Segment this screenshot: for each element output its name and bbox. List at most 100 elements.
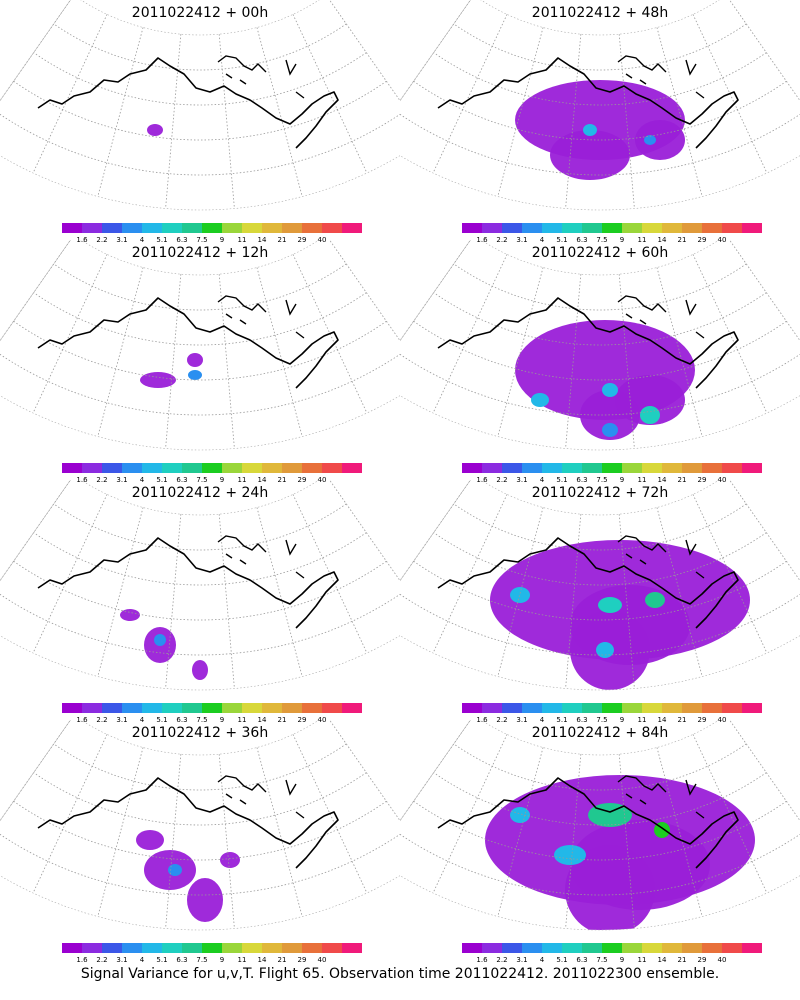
latitude-line [453, 503, 747, 551]
colorbar-swatch [562, 943, 582, 953]
colorbar-swatch [202, 943, 222, 953]
colorbar-swatch [462, 463, 482, 473]
colorbar-tick-label: 11 [637, 956, 647, 964]
latitude-line [0, 113, 400, 176]
colorbar-tick-label: 11 [237, 716, 247, 724]
colorbar-labels: 1.6 2.2 3.1 4 5.1 6.3 7.5 9 11 14 21 29 40 [62, 956, 362, 966]
longitude-line [565, 34, 582, 209]
longitude-line [0, 240, 71, 342]
latitude-line [433, 292, 767, 346]
colorbar-swatch [622, 703, 642, 713]
colorbar-swatch [222, 943, 242, 953]
colorbar-swatch [282, 463, 302, 473]
colorbar-swatch [82, 943, 102, 953]
variance-region [570, 585, 690, 665]
variance-peak [645, 592, 665, 608]
colorbar-swatch [322, 943, 342, 953]
longitude-line [165, 754, 182, 929]
islands-outline [217, 295, 305, 339]
colorbar-swatch [682, 463, 702, 473]
colorbar-swatch [542, 223, 562, 233]
colorbar-tick-label: 3.1 [516, 476, 528, 484]
colorbar-swatch [702, 703, 722, 713]
longitude-line [32, 14, 108, 174]
colorbar-swatch [482, 703, 502, 713]
colorbar-swatch [702, 463, 722, 473]
colorbar-swatch [322, 223, 342, 233]
longitude-line [565, 754, 582, 929]
colorbar [462, 943, 762, 955]
colorbar-tick-label: 9 [619, 476, 625, 484]
colorbar-tick-label: 11 [637, 236, 647, 244]
latitude-line [413, 80, 787, 141]
longitude-line [97, 507, 144, 677]
colorbar-tick-label: 2.2 [96, 236, 108, 244]
colorbar-swatch [142, 943, 162, 953]
colorbar-tick-label: 6.3 [576, 956, 588, 964]
longitude-line [432, 254, 508, 414]
map-border [0, 240, 400, 451]
colorbar-swatch [542, 943, 562, 953]
map-border [0, 480, 400, 691]
colorbar-tick-label: 1.6 [76, 476, 88, 484]
longitude-line [656, 267, 703, 437]
longitude-line [256, 27, 303, 197]
colorbar-tick-label: 1.6 [476, 476, 488, 484]
colorbar-tick-label: 11 [237, 956, 247, 964]
colorbar-swatch [662, 703, 682, 713]
latitude-line [453, 263, 747, 311]
colorbar-swatch [142, 223, 162, 233]
coastline [37, 297, 339, 389]
colorbar-tick-label: 6.3 [176, 716, 188, 724]
latitude-line [53, 503, 347, 551]
colorbar-tick-label: 9 [619, 716, 625, 724]
colorbar-swatch [742, 463, 762, 473]
colorbar-tick-label: 9 [219, 236, 225, 244]
colorbar-tick-label: 3.1 [116, 716, 128, 724]
colorbar-tick-label: 2.2 [496, 956, 508, 964]
islands-outline [617, 55, 705, 99]
variance-region [136, 830, 164, 850]
longitude-line [32, 494, 108, 654]
variance-peak [168, 864, 182, 876]
colorbar-swatch [222, 703, 242, 713]
colorbar-tick-label: 4 [539, 716, 545, 724]
colorbar-swatch [622, 223, 642, 233]
colorbar-tick-label: 40 [317, 476, 327, 484]
colorbar-swatch [262, 223, 282, 233]
colorbar-tick-label: 1.6 [76, 956, 88, 964]
colorbar-swatch [562, 463, 582, 473]
colorbar-swatch [702, 943, 722, 953]
colorbar-tick-label: 40 [317, 716, 327, 724]
colorbar-tick-label: 14 [657, 716, 667, 724]
colorbar-tick-label: 4 [139, 476, 145, 484]
variance-peak [602, 423, 618, 437]
colorbar-tick-label: 2.2 [96, 476, 108, 484]
variance-region [192, 660, 208, 680]
colorbar-swatch [122, 943, 142, 953]
coastline [437, 777, 739, 869]
colorbar-swatch [602, 703, 622, 713]
colorbar-tick-label: 4 [539, 476, 545, 484]
colorbar-tick-label: 6.3 [576, 236, 588, 244]
colorbar-swatch [342, 703, 362, 713]
colorbar-tick-label: 21 [677, 956, 687, 964]
latitude-line [413, 560, 787, 621]
colorbar-tick-label: 7.5 [196, 476, 208, 484]
colorbar-tick-label: 11 [237, 236, 247, 244]
colorbar-tick-label: 29 [697, 236, 707, 244]
colorbar-tick-label: 29 [297, 716, 307, 724]
colorbar-tick-label: 3.1 [516, 716, 528, 724]
colorbar-tick-label: 1.6 [76, 716, 88, 724]
latitude-line [53, 743, 347, 791]
longitude-line [256, 507, 303, 677]
islands-outline [617, 775, 705, 819]
map-panel: 2011022412 + 84h 1.6 2.2 3.1 4 5.1 6.3 7.5 9 11 14… [400, 720, 800, 964]
colorbar-tick-label: 29 [297, 236, 307, 244]
panel-title: 2011022412 + 48h [531, 5, 669, 21]
colorbar-tick-label: 40 [317, 236, 327, 244]
coastline [37, 537, 339, 629]
colorbar-swatch [682, 943, 702, 953]
colorbar-swatch [522, 223, 542, 233]
longitude-line [0, 0, 71, 102]
